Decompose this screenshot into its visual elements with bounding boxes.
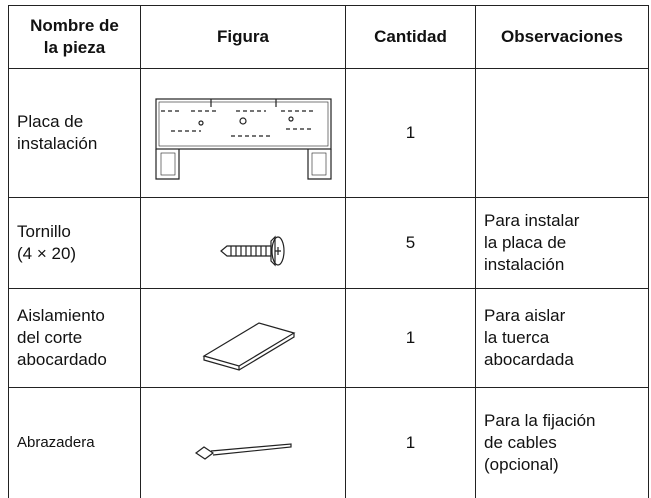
cell bbox=[475, 68, 649, 198]
cable-tie-figure bbox=[194, 443, 292, 460]
row: Tornillo (4 × 20) 5 Para instalar la pla… bbox=[8, 197, 649, 289]
cell: 1 bbox=[345, 288, 476, 388]
cell: Tornillo (4 × 20) bbox=[8, 197, 141, 289]
cell: 5 bbox=[345, 197, 476, 289]
cell: 1 bbox=[345, 68, 476, 198]
plate-figure bbox=[155, 98, 332, 180]
cell: 1 bbox=[345, 387, 476, 498]
figure-cell bbox=[140, 288, 346, 388]
figure-cell bbox=[140, 197, 346, 289]
insulation-figure bbox=[202, 322, 296, 371]
cell: Para instalar la placa de instalación bbox=[475, 197, 649, 289]
header-cell: Observaciones bbox=[475, 5, 649, 69]
header-cell: Figura bbox=[140, 5, 346, 69]
figure-cell bbox=[140, 68, 346, 198]
header-cell: Cantidad bbox=[345, 5, 476, 69]
header-cell: Nombre de la pieza bbox=[8, 5, 141, 69]
figure-cell bbox=[140, 387, 346, 498]
cell: Placa de instalación bbox=[8, 68, 141, 198]
row: Aislamiento del corte abocardado 1 Para … bbox=[8, 288, 649, 388]
row: Abrazadera 1 Para la fijación de cables … bbox=[8, 387, 649, 498]
screw-figure bbox=[220, 235, 285, 267]
row: Placa de instalación 1 bbox=[8, 68, 649, 198]
cell: Para la fijación de cables (opcional) bbox=[475, 387, 649, 498]
parts-table: Nombre de la pieza Figura Cantidad Obser… bbox=[8, 5, 649, 498]
cell: Para aislar la tuerca abocardada bbox=[475, 288, 649, 388]
header-row: Nombre de la pieza Figura Cantidad Obser… bbox=[8, 5, 649, 69]
page: Nombre de la pieza Figura Cantidad Obser… bbox=[8, 5, 649, 498]
cell: Aislamiento del corte abocardado bbox=[8, 288, 141, 388]
cell: Abrazadera bbox=[8, 387, 141, 498]
